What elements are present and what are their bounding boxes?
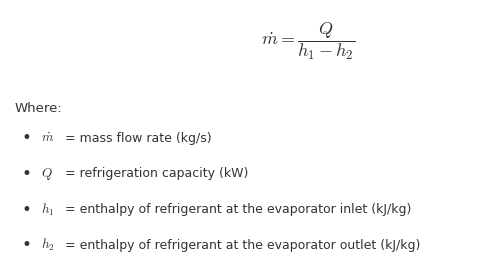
Text: $\dot{m} = \dfrac{Q}{h_1 - h_2}$: $\dot{m} = \dfrac{Q}{h_1 - h_2}$ xyxy=(260,20,354,62)
Text: •: • xyxy=(22,201,31,218)
Text: $h_1$: $h_1$ xyxy=(41,201,55,218)
Text: = enthalpy of refrigerant at the evaporator inlet (kJ/kg): = enthalpy of refrigerant at the evapora… xyxy=(65,203,411,216)
Text: = enthalpy of refrigerant at the evaporator outlet (kJ/kg): = enthalpy of refrigerant at the evapora… xyxy=(65,239,420,252)
Text: = refrigeration capacity (kW): = refrigeration capacity (kW) xyxy=(65,167,248,181)
Text: •: • xyxy=(22,130,31,147)
Text: •: • xyxy=(22,236,31,254)
Text: •: • xyxy=(22,165,31,183)
Text: $Q$: $Q$ xyxy=(41,166,53,182)
Text: $\dot{m}$: $\dot{m}$ xyxy=(41,132,54,145)
Text: Where:: Where: xyxy=(15,102,62,115)
Text: $h_2$: $h_2$ xyxy=(41,237,55,253)
Text: = mass flow rate (kg/s): = mass flow rate (kg/s) xyxy=(65,132,212,145)
